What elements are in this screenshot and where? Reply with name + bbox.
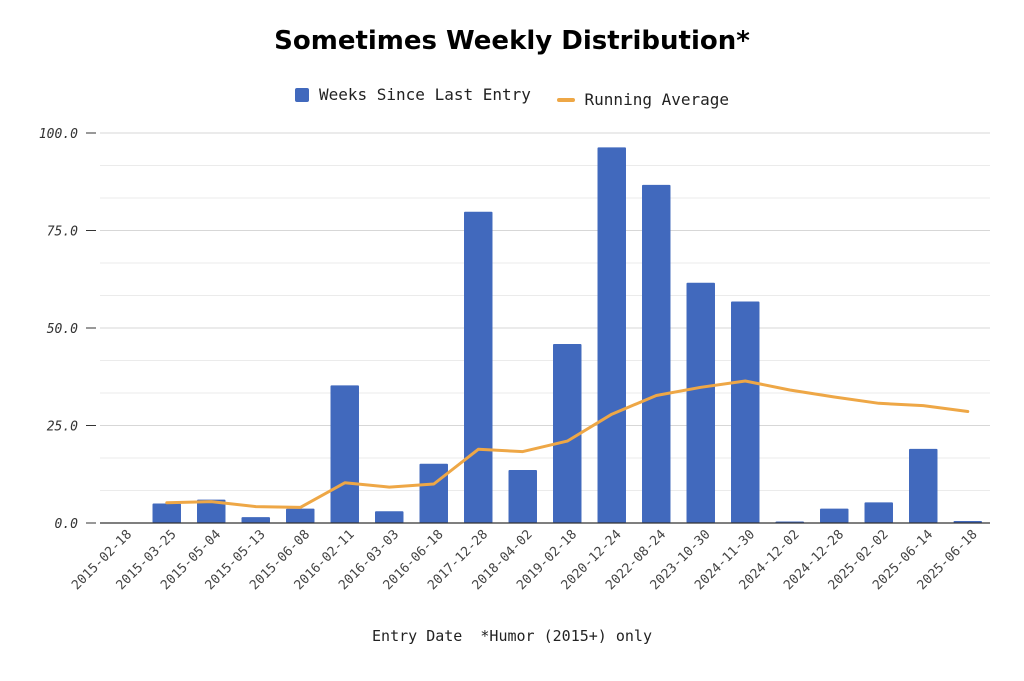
bar-weeks-since-last-entry [864, 502, 893, 523]
bar-weeks-since-last-entry [464, 211, 493, 523]
bar-weeks-since-last-entry [642, 184, 671, 523]
bar-weeks-since-last-entry [286, 508, 315, 523]
bar-weeks-since-last-entry [197, 499, 226, 523]
y-tick-label: 50.0 [47, 322, 78, 337]
legend-line-label: Running Average [584, 90, 730, 109]
legend-item-line: Running Average [556, 90, 730, 109]
legend-item-bars: Weeks Since Last Entry [294, 85, 531, 104]
legend-bar-swatch [294, 87, 309, 102]
chart-title: Sometimes Weekly Distribution* [274, 26, 750, 56]
bar-weeks-since-last-entry [686, 282, 715, 523]
bar-weeks-since-last-entry [241, 517, 270, 523]
y-tick-label: 100.0 [39, 127, 78, 142]
chart-legend: Weeks Since Last Entry Running Average [0, 85, 1024, 109]
x-axis-title: Entry Date *Humor (2015+) only [372, 627, 652, 645]
line-running-average [165, 379, 970, 509]
bar-weeks-since-last-entry [419, 463, 448, 523]
bar-weeks-since-last-entry [597, 147, 626, 523]
y-tick-label: 25.0 [47, 420, 78, 435]
bar-weeks-since-last-entry [820, 508, 849, 523]
bar-weeks-since-last-entry [731, 301, 760, 523]
bar-weeks-since-last-entry [508, 469, 537, 523]
bar-weeks-since-last-entry [152, 503, 181, 523]
y-tick-label: 0.0 [55, 517, 79, 532]
legend-bar-label: Weeks Since Last Entry [318, 85, 531, 104]
y-tick-label: 75.0 [47, 225, 78, 240]
bar-weeks-since-last-entry [375, 511, 404, 523]
legend-line-swatch [556, 97, 575, 102]
bar-weeks-since-last-entry [330, 385, 359, 523]
bar-weeks-since-last-entry [909, 448, 938, 523]
bar-weeks-since-last-entry [553, 343, 582, 523]
